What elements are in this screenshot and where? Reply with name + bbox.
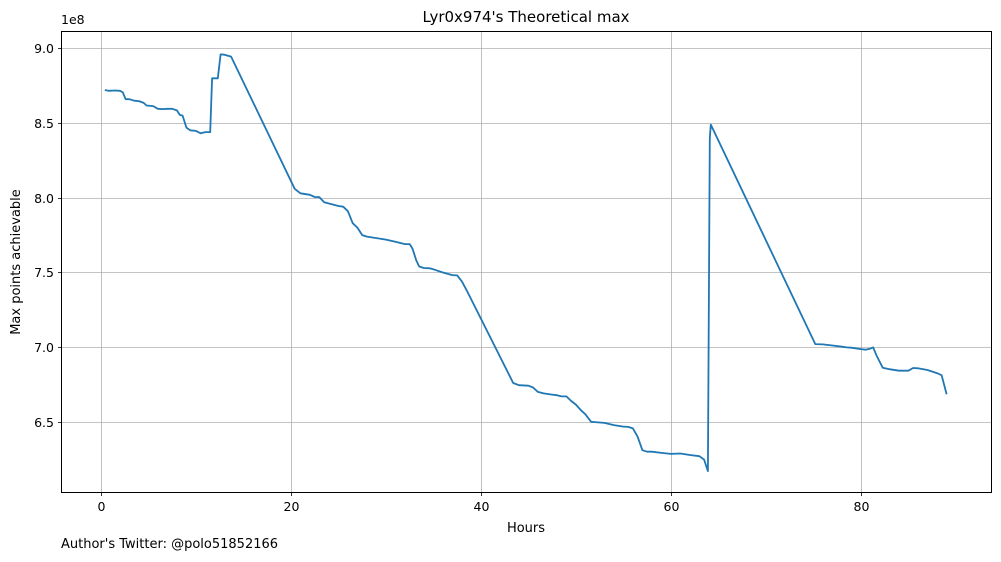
plot-frame (61, 31, 992, 493)
y-tick-label: 6.5 (34, 415, 54, 430)
chart-title: Lyr0x974's Theoretical max (422, 8, 629, 26)
author-credit: Author's Twitter: @polo51852166 (61, 537, 279, 552)
y-tick-label: 8.5 (34, 116, 54, 131)
y-tick-label: 8.0 (34, 191, 54, 206)
x-tick-label: 60 (664, 499, 680, 514)
x-tick-label: 80 (854, 499, 870, 514)
x-tick-label: 20 (284, 499, 300, 514)
grid (62, 32, 991, 492)
y-tick-label: 9.0 (34, 41, 54, 56)
x-axis-title: Hours (507, 521, 545, 536)
x-tick-label: 40 (474, 499, 490, 514)
x-axis: 0 20 40 60 80 (98, 492, 870, 514)
series-layer (104, 53, 948, 472)
y-offset-label: 1e8 (61, 12, 85, 27)
series-line (104, 53, 948, 472)
x-tick-label: 0 (98, 499, 106, 514)
y-tick-label: 7.0 (34, 340, 54, 355)
y-tick-label: 7.5 (34, 265, 54, 280)
y-axis: 6.5 7.0 7.5 8.0 8.5 9.0 (34, 41, 62, 430)
y-axis-title: Max points achievable (9, 189, 24, 335)
